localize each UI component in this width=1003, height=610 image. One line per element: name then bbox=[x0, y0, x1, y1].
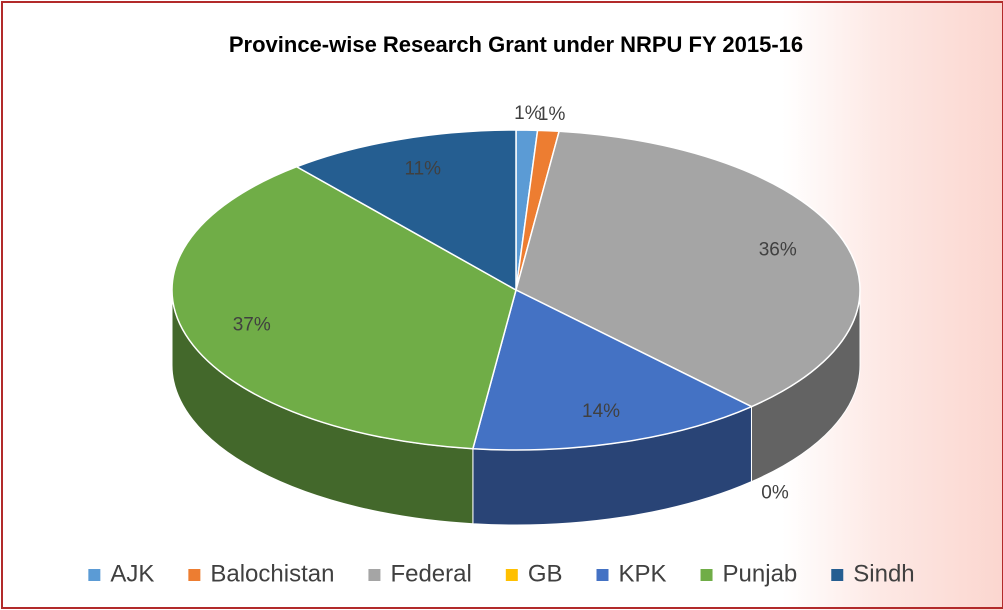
data-label: 0% bbox=[761, 482, 789, 503]
slice bbox=[171, 165, 517, 450]
legend-label: Punjab bbox=[723, 560, 798, 587]
legend-label: KPK bbox=[619, 560, 667, 587]
chart-title: Province-wise Research Grant under NRPU … bbox=[229, 32, 803, 57]
data-label: 37% bbox=[233, 315, 271, 336]
legend-swatch bbox=[88, 569, 101, 581]
data-label: 14% bbox=[582, 401, 620, 422]
legend-label: Balochistan bbox=[210, 560, 334, 587]
legend-label: AJK bbox=[110, 560, 154, 587]
data-label: 11% bbox=[404, 159, 441, 180]
legend-label: Federal bbox=[390, 560, 471, 587]
legend-swatch bbox=[700, 569, 713, 581]
legend-swatch bbox=[505, 569, 518, 581]
slice bbox=[294, 129, 517, 292]
legend-swatch bbox=[368, 569, 381, 581]
legend-label: GB bbox=[528, 560, 563, 587]
slice bbox=[471, 288, 754, 451]
data-label: 1% bbox=[514, 103, 542, 124]
legend-swatch bbox=[596, 569, 609, 581]
legend-swatch bbox=[831, 569, 844, 581]
legend-swatch bbox=[188, 569, 201, 581]
data-label: 1% bbox=[538, 104, 566, 125]
data-label: 36% bbox=[759, 239, 797, 260]
legend: AJK Balochistan Federal GB KPK Punjab Sindh bbox=[88, 560, 915, 587]
legend-label: Sindh bbox=[853, 560, 914, 587]
slice bbox=[515, 130, 861, 408]
